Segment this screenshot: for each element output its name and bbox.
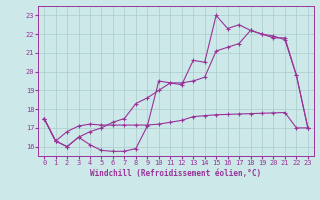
X-axis label: Windchill (Refroidissement éolien,°C): Windchill (Refroidissement éolien,°C) <box>91 169 261 178</box>
